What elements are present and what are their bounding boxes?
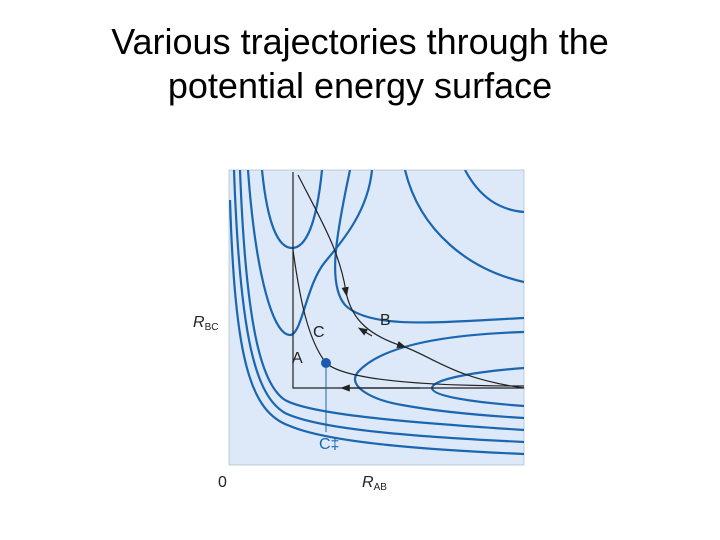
contour <box>464 170 524 214</box>
axis-symbol: R <box>362 474 374 491</box>
axis-symbol: R <box>193 314 205 331</box>
contour <box>246 170 374 337</box>
title-line: potential energy surface <box>167 65 553 106</box>
contour <box>260 170 324 250</box>
trajectory-axis <box>292 172 524 389</box>
contour <box>403 170 524 284</box>
y-axis-label: RBC <box>193 314 218 333</box>
axis-subscript: BC <box>205 322 219 333</box>
trajectories <box>292 172 525 432</box>
point-label: C <box>313 324 325 341</box>
title: Various trajectories through the potenti… <box>0 20 720 108</box>
x-axis-label: RAB <box>362 474 387 493</box>
trajectory-c <box>292 249 525 387</box>
transition-label: C‡ <box>319 436 339 453</box>
title-line: Various trajectories through the <box>111 21 609 62</box>
origin-label: 0 <box>218 474 227 491</box>
point-label: B <box>380 312 391 329</box>
contour <box>238 170 524 432</box>
axis-subscript: AB <box>374 482 388 493</box>
contour <box>232 170 524 444</box>
contour <box>229 199 524 456</box>
point-label: A <box>292 350 303 367</box>
transition-state <box>321 358 331 368</box>
trajectory-b <box>297 174 525 389</box>
arrow <box>357 327 373 337</box>
